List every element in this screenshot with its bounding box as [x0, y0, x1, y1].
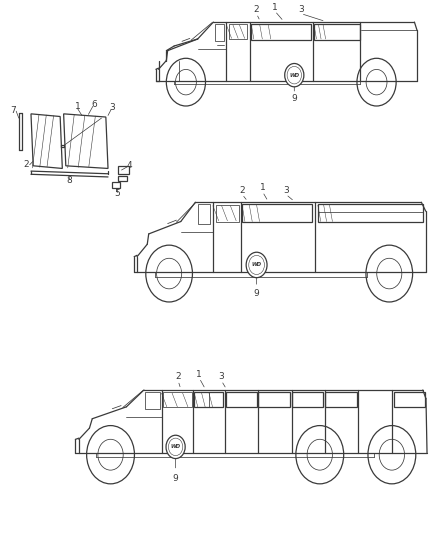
Bar — [292, 392, 323, 408]
Text: WD: WD — [289, 72, 299, 78]
Bar — [325, 392, 357, 408]
Bar — [194, 392, 223, 408]
Text: WD: WD — [251, 262, 261, 268]
Text: 8: 8 — [66, 176, 72, 185]
Circle shape — [285, 63, 304, 87]
Text: 1: 1 — [272, 3, 278, 12]
Text: 7: 7 — [10, 106, 16, 115]
Bar — [118, 176, 127, 181]
Bar — [216, 205, 239, 222]
Text: 5: 5 — [114, 189, 120, 198]
Bar — [394, 392, 424, 408]
Bar — [258, 392, 290, 408]
Bar — [242, 204, 312, 222]
Bar — [112, 182, 120, 188]
Bar — [318, 204, 423, 222]
Bar — [198, 204, 210, 223]
Text: 1: 1 — [74, 102, 81, 111]
Text: 9: 9 — [291, 94, 297, 103]
Text: 2: 2 — [239, 186, 245, 195]
Text: 2: 2 — [175, 373, 181, 381]
Text: 2: 2 — [24, 160, 29, 169]
Text: 2: 2 — [254, 5, 259, 14]
Text: 1: 1 — [196, 370, 202, 378]
Bar — [229, 25, 247, 39]
Text: 6: 6 — [91, 100, 97, 109]
Text: 9: 9 — [173, 474, 178, 483]
Text: 3: 3 — [298, 5, 304, 14]
Text: 1: 1 — [260, 183, 265, 192]
Text: 9: 9 — [254, 289, 259, 298]
Bar — [145, 392, 160, 409]
Circle shape — [166, 435, 185, 458]
Bar — [226, 392, 257, 408]
Bar — [314, 24, 360, 39]
Text: 3: 3 — [219, 373, 224, 381]
Text: 3: 3 — [110, 103, 115, 112]
Bar — [163, 392, 192, 408]
Bar — [118, 166, 129, 174]
Circle shape — [246, 252, 267, 278]
Text: 4: 4 — [127, 161, 133, 171]
Text: WD: WD — [170, 445, 180, 449]
Bar — [215, 24, 224, 42]
Text: 3: 3 — [283, 186, 289, 195]
Bar — [251, 24, 311, 39]
